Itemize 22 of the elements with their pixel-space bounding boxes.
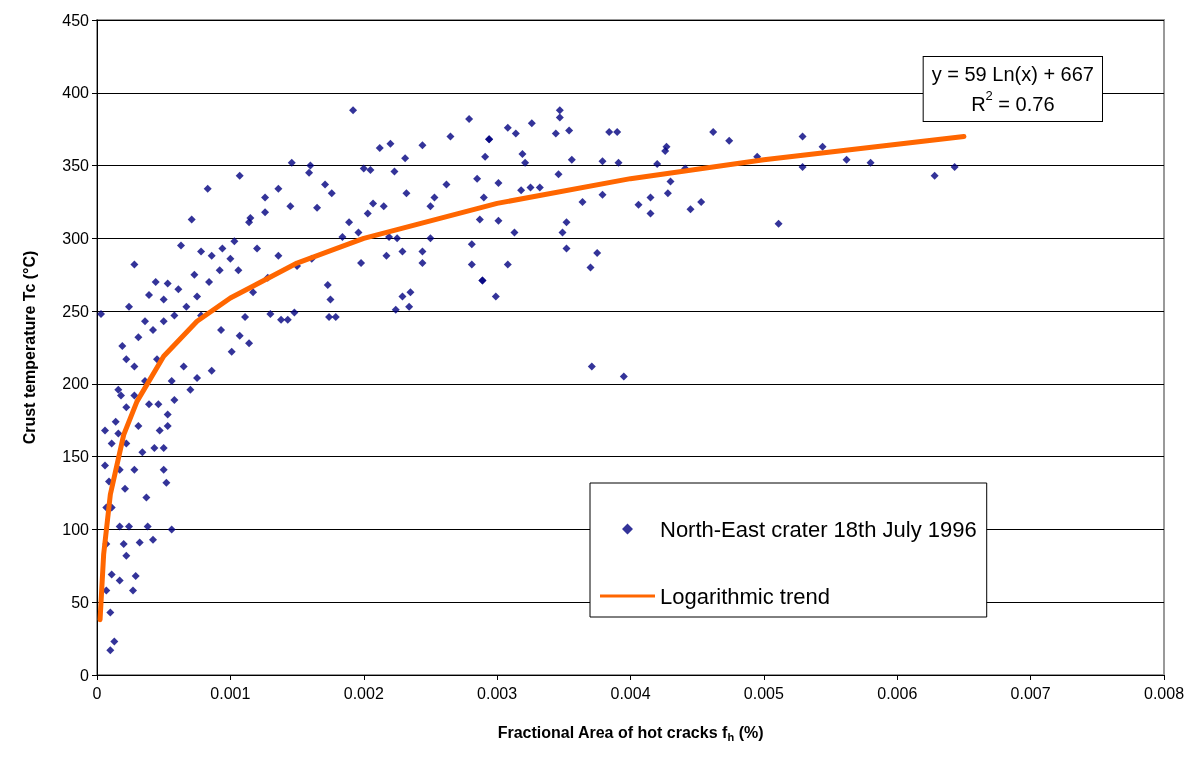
legend-label: North-East crater 18th July 1996	[660, 516, 977, 542]
y-tick-label: 400	[62, 84, 90, 102]
y-tick-label: 50	[71, 593, 90, 611]
legend-label: Logarithmic trend	[660, 583, 830, 609]
x-tick-label: 0.003	[477, 684, 518, 702]
x-tick-label: 0.001	[210, 684, 251, 702]
x-tick-label: 0	[92, 684, 102, 702]
y-tick-label: 350	[62, 157, 90, 175]
y-tick-label: 200	[62, 375, 90, 393]
x-tick-label: 0.002	[343, 684, 384, 702]
y-tick-label: 250	[62, 302, 90, 320]
y-tick-label: 150	[62, 448, 90, 466]
x-tick-label: 0.005	[743, 684, 784, 702]
x-tick-label: 0.008	[1143, 684, 1185, 702]
y-tick-label: 450	[62, 11, 90, 29]
x-tick-label: 0.007	[1010, 684, 1051, 702]
y-tick-label: 0	[80, 666, 90, 684]
x-tick-label: 0.004	[610, 684, 651, 702]
y-tick-label: 100	[62, 520, 90, 538]
x-tick-label: 0.006	[877, 684, 918, 702]
y-tick-label: 300	[62, 229, 90, 247]
y-axis-title: Crust temperature Tc (°C)	[20, 250, 38, 445]
